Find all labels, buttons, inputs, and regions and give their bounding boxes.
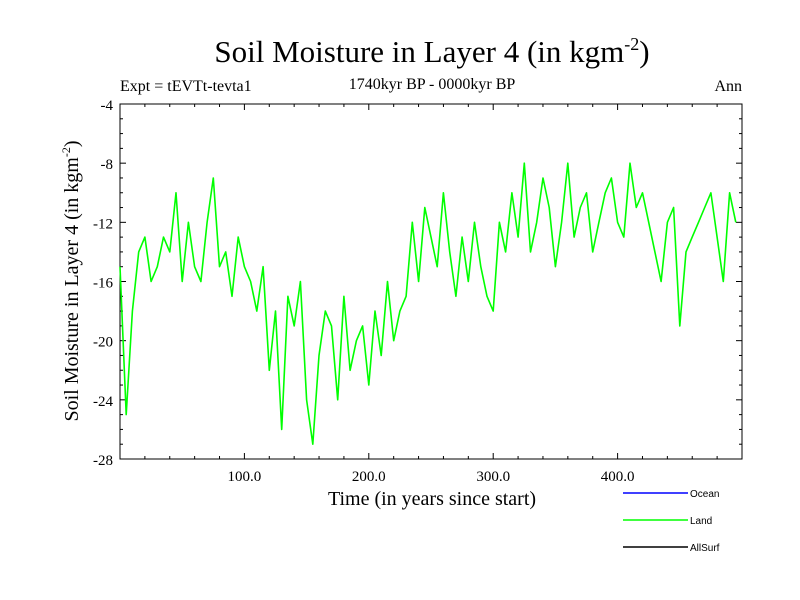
y-axis-label: Soil Moisture in Layer 4 (in kgm-2) <box>59 140 83 421</box>
x-tick-label: 200.0 <box>352 469 386 485</box>
series-group <box>119 162 737 446</box>
chart-title: Soil Moisture in Layer 4 (in kgm-2) <box>214 34 649 69</box>
chart-title-superscript: -2 <box>624 34 639 54</box>
x-axis-label: Time (in years since start) <box>328 488 536 510</box>
y-tick-label: -16 <box>93 276 113 292</box>
y-tick-label: -8 <box>101 157 114 173</box>
x-tick-label: 100.0 <box>228 469 262 485</box>
legend-label-land: Land <box>690 516 712 527</box>
season-label: Ann <box>714 78 742 95</box>
legend-label-allsurf: AllSurf <box>690 543 720 554</box>
chart-subtitle: 1740kyr BP - 0000kyr BP <box>349 76 516 93</box>
x-tick-label: 400.0 <box>601 469 635 485</box>
plot-frame <box>119 103 743 460</box>
experiment-label: Expt = tEVTt-tevta1 <box>120 78 252 95</box>
plot-area: -28 -24 -20 -16 -12 -8 -4 100.0 200.0 300.0 400.0 <box>93 98 743 485</box>
y-axis-label-close: ) <box>61 140 83 147</box>
y-tick-label: -24 <box>93 394 113 410</box>
chart-title-close: ) <box>639 34 649 69</box>
y-tick-label: -28 <box>93 453 113 469</box>
x-tick-label: 300.0 <box>476 469 510 485</box>
legend-label-ocean: Ocean <box>690 489 719 500</box>
y-tick-label: -12 <box>93 216 113 232</box>
y-tick-label: -20 <box>93 335 113 351</box>
y-tick-label: -4 <box>101 98 114 114</box>
y-axis: -28 -24 -20 -16 -12 -8 -4 <box>93 98 742 469</box>
x-axis: 100.0 200.0 300.0 400.0 <box>144 104 718 485</box>
legend: Ocean Land AllSurf <box>623 489 720 554</box>
y-axis-label-superscript: -2 <box>59 147 73 157</box>
series-line-land <box>119 162 737 446</box>
